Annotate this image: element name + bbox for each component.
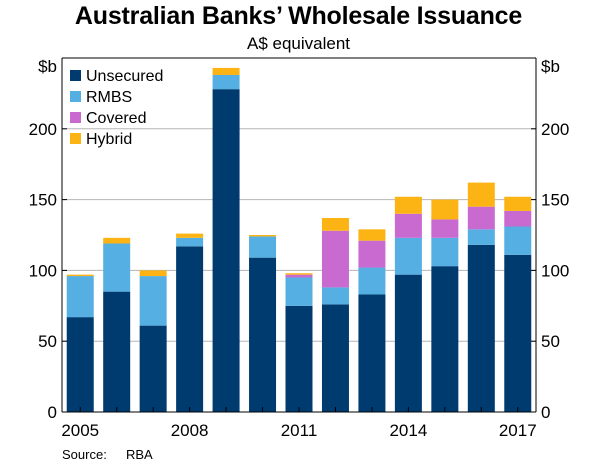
bar-covered-2016	[467, 206, 495, 230]
bar-unsecured-2017	[504, 254, 532, 412]
bar-covered-2017	[504, 210, 532, 227]
bar-hybrid-2010	[249, 235, 277, 237]
legend-swatch-rmbs	[70, 91, 81, 102]
y-tick-label-left-200: 200	[29, 120, 57, 139]
y-tick-label-right-150: 150	[541, 191, 569, 210]
legend-label-unsecured: Unsecured	[86, 68, 163, 85]
bar-rmbs-2008	[176, 237, 204, 247]
bars	[66, 67, 532, 412]
bar-rmbs-2010	[249, 236, 277, 258]
source-label: Source:	[62, 447, 107, 462]
bar-hybrid-2013	[358, 229, 386, 241]
bar-unsecured-2011	[285, 305, 313, 412]
bar-rmbs-2007	[139, 276, 167, 326]
chart-title: Australian Banks’ Wholesale Issuance	[74, 2, 523, 30]
bar-rmbs-2015	[431, 237, 459, 267]
x-tick-label-2005: 2005	[61, 421, 99, 440]
bar-rmbs-2012	[321, 287, 349, 305]
bar-rmbs-2011	[285, 277, 313, 306]
x-tick-label-2011: 2011	[281, 421, 318, 440]
bar-rmbs-2006	[103, 243, 131, 292]
bar-hybrid-2007	[139, 270, 167, 277]
chart-svg: 0 0 50 50 100 100 150 150 200 200 $b $b 2005 2008 2011…	[29, 57, 570, 440]
bar-covered-2015	[431, 219, 459, 238]
bar-hybrid-2015	[431, 199, 459, 220]
legend-label-rmbs: RMBS	[86, 89, 132, 106]
x-tick-label-2014: 2014	[389, 421, 427, 440]
bar-covered-2013	[358, 240, 386, 268]
bar-rmbs-2017	[504, 226, 532, 255]
bar-hybrid-2017	[504, 196, 532, 211]
bar-unsecured-2015	[431, 266, 459, 412]
bar-covered-2012	[321, 230, 349, 288]
y-unit-right: $b	[541, 57, 560, 76]
bar-unsecured-2007	[139, 325, 167, 412]
bar-unsecured-2008	[176, 246, 204, 412]
bar-rmbs-2016	[467, 229, 495, 245]
bar-hybrid-2006	[103, 237, 131, 244]
chart-subtitle: A$ equivalent	[246, 34, 351, 53]
legend-swatch-unsecured	[70, 70, 81, 81]
bar-covered-2014	[394, 213, 422, 238]
bar-hybrid-2014	[394, 196, 422, 214]
y-tick-label-left-100: 100	[29, 261, 57, 280]
bar-hybrid-2009	[212, 67, 240, 75]
bar-unsecured-2010	[249, 257, 277, 412]
y-unit-left: $b	[38, 57, 57, 76]
x-tick-label-2017: 2017	[499, 421, 537, 440]
legend: Unsecured RMBS Covered Hybrid	[70, 68, 163, 148]
y-tick-label-left-50: 50	[38, 332, 57, 351]
source-note: Source: RBA	[62, 447, 153, 462]
y-tick-label-right-100: 100	[541, 261, 569, 280]
bar-hybrid-2016	[467, 182, 495, 207]
bar-rmbs-2013	[358, 267, 386, 295]
y-tick-label-left-150: 150	[29, 191, 57, 210]
bar-hybrid-2011	[285, 273, 313, 275]
legend-label-hybrid: Hybrid	[86, 131, 132, 148]
bar-rmbs-2005	[66, 276, 94, 318]
y-tick-label-right-200: 200	[541, 120, 569, 139]
bar-rmbs-2014	[394, 237, 422, 275]
y-tick-label-left-0: 0	[48, 403, 57, 422]
bar-hybrid-2012	[321, 218, 349, 231]
tick-labels: 0 0 50 50 100 100 150 150 200 200 $b $b 2005 2008 2011…	[29, 57, 570, 440]
legend-label-covered: Covered	[86, 110, 146, 127]
legend-swatch-covered	[70, 112, 81, 123]
bar-hybrid-2008	[176, 233, 204, 238]
bar-covered-2011	[285, 274, 313, 278]
bar-hybrid-2005	[66, 274, 94, 277]
y-tick-label-right-0: 0	[541, 403, 550, 422]
y-tick-label-right-50: 50	[541, 332, 560, 351]
legend-swatch-hybrid	[70, 133, 81, 144]
axes	[61, 57, 537, 413]
bar-unsecured-2006	[103, 291, 131, 412]
bar-unsecured-2013	[358, 294, 386, 412]
bar-unsecured-2016	[467, 244, 495, 412]
x-tick-label-2008: 2008	[171, 421, 209, 440]
bar-unsecured-2009	[212, 89, 240, 412]
bar-unsecured-2012	[321, 304, 349, 412]
bar-rmbs-2009	[212, 74, 240, 90]
source-value: RBA	[126, 447, 153, 462]
bar-unsecured-2005	[66, 317, 94, 412]
bar-unsecured-2014	[394, 274, 422, 412]
